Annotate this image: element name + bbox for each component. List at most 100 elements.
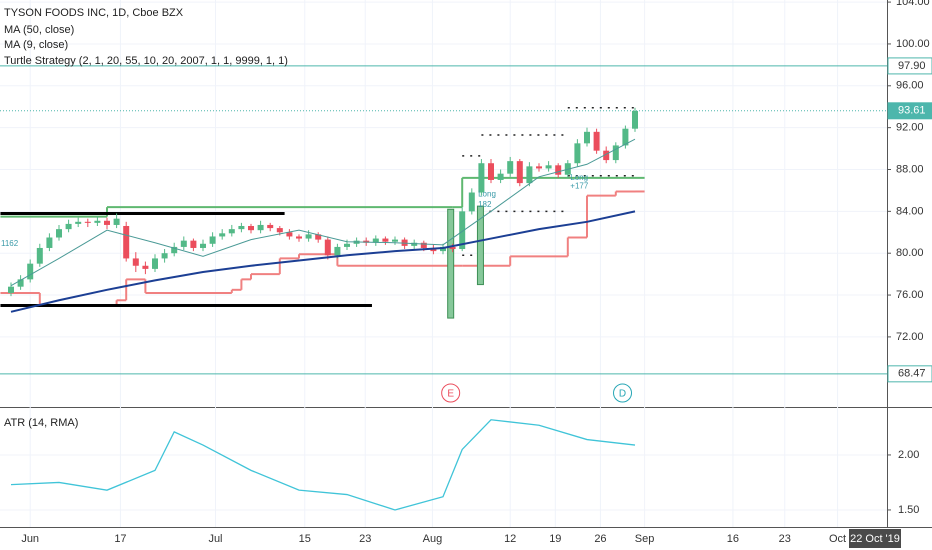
candle-body bbox=[257, 224, 264, 231]
x-tick-label: Aug bbox=[423, 533, 443, 545]
candle-body bbox=[612, 145, 619, 161]
candle-body bbox=[248, 225, 254, 231]
x-tick-label: 26 bbox=[594, 533, 606, 545]
candle-body bbox=[104, 220, 110, 225]
candle-body bbox=[296, 236, 302, 239]
candle-body bbox=[56, 229, 62, 238]
candle-body bbox=[334, 246, 341, 256]
signal-label: E bbox=[447, 389, 454, 400]
x-tick-label: 16 bbox=[727, 533, 739, 545]
candle-body bbox=[440, 246, 446, 252]
candle-body bbox=[142, 265, 149, 269]
y-tick-label: 104.00 bbox=[896, 0, 930, 8]
price-label-box bbox=[887, 102, 932, 120]
candle-body bbox=[17, 279, 24, 287]
candle-body bbox=[420, 242, 427, 248]
candle-body bbox=[267, 224, 274, 229]
candle-body bbox=[94, 220, 101, 223]
candle-body bbox=[200, 243, 206, 248]
candle-body bbox=[459, 211, 466, 250]
candle-body bbox=[228, 229, 235, 234]
candle-body bbox=[132, 258, 139, 266]
trade-note: 182 bbox=[478, 200, 492, 209]
trade-note: 1162 bbox=[1, 239, 19, 248]
candle-body bbox=[468, 192, 475, 212]
study-label: MA (9, close) bbox=[4, 39, 68, 51]
candle-body bbox=[382, 238, 389, 242]
candle-body bbox=[584, 131, 590, 144]
candle-body bbox=[305, 234, 312, 239]
candle-body bbox=[344, 243, 350, 247]
entry-bar bbox=[447, 208, 455, 319]
trade-note: Long bbox=[478, 190, 496, 199]
candle-body bbox=[372, 238, 379, 243]
candle-body bbox=[238, 225, 245, 230]
candle-body bbox=[497, 173, 504, 180]
ma9-line bbox=[10, 138, 636, 287]
study-label: MA (50, close) bbox=[4, 24, 74, 36]
candle-body bbox=[622, 128, 629, 146]
candle-body bbox=[46, 237, 53, 248]
study-label: Turtle Strategy (2, 1, 20, 55, 10, 20, 2… bbox=[4, 55, 288, 67]
ma50-line bbox=[10, 210, 636, 313]
candle-body bbox=[392, 239, 398, 242]
x-tick-label: 23 bbox=[779, 533, 791, 545]
candle-body bbox=[65, 223, 72, 230]
price-label: 68.47 bbox=[898, 368, 926, 380]
candle-body bbox=[276, 228, 283, 233]
candle-body bbox=[113, 218, 120, 225]
signal-label: D bbox=[619, 389, 626, 400]
y-tick-label: 88.00 bbox=[896, 163, 924, 175]
candle-body bbox=[478, 163, 485, 193]
candle-body bbox=[536, 166, 542, 169]
entry-bar bbox=[476, 205, 484, 286]
candle-body bbox=[219, 233, 226, 237]
candle-body bbox=[161, 253, 168, 259]
atr-title: ATR (14, RMA) bbox=[4, 417, 78, 429]
candle-body bbox=[411, 242, 418, 246]
candle-body bbox=[593, 131, 600, 151]
candle-body bbox=[190, 240, 197, 248]
x-tick-label: 19 bbox=[549, 533, 561, 545]
cursor-label: 22 Oct '19 bbox=[850, 533, 900, 545]
candle-body bbox=[488, 163, 494, 180]
signal-marker bbox=[441, 383, 461, 403]
signal-marker bbox=[613, 383, 633, 403]
candle-body bbox=[75, 221, 82, 224]
legend: TYSON FOODS INC, 1D, Cboe BZX MA (50, cl… bbox=[4, 7, 288, 429]
price-label: 93.61 bbox=[898, 105, 926, 117]
y-tick-label: 80.00 bbox=[896, 247, 924, 259]
atr-line bbox=[10, 419, 636, 511]
cursor-label-box bbox=[849, 529, 901, 548]
candle-body bbox=[516, 161, 523, 184]
candle-body bbox=[84, 221, 91, 223]
x-tick-label: Jun bbox=[21, 533, 39, 545]
y-tick-label: 1.50 bbox=[898, 504, 919, 516]
x-tick-label: Sep bbox=[635, 533, 655, 545]
candle-body bbox=[152, 258, 158, 269]
candle-body bbox=[286, 232, 293, 237]
candle-body bbox=[526, 166, 533, 184]
x-tick-label: 23 bbox=[359, 533, 371, 545]
price-label-box bbox=[887, 365, 932, 383]
y-tick-label: 84.00 bbox=[896, 205, 924, 217]
price-label: 97.90 bbox=[898, 60, 926, 72]
candle-body bbox=[574, 143, 581, 164]
candle-body bbox=[507, 161, 514, 174]
candle-body bbox=[324, 239, 331, 256]
symbol-title: TYSON FOODS INC, 1D, Cboe BZX bbox=[4, 7, 184, 19]
candle-body bbox=[36, 247, 43, 264]
y-tick-label: 72.00 bbox=[896, 331, 924, 343]
y-tick-label: 100.00 bbox=[896, 38, 930, 50]
y-tick-label: 76.00 bbox=[896, 289, 924, 301]
candle-body bbox=[8, 286, 14, 293]
candle-body bbox=[27, 263, 34, 280]
y-tick-label: 2.00 bbox=[898, 449, 919, 461]
x-tick-label: Oct bbox=[829, 533, 846, 545]
trade-note: +177 bbox=[570, 181, 589, 190]
candle-body bbox=[545, 165, 552, 169]
x-tick-label: 12 bbox=[504, 533, 516, 545]
